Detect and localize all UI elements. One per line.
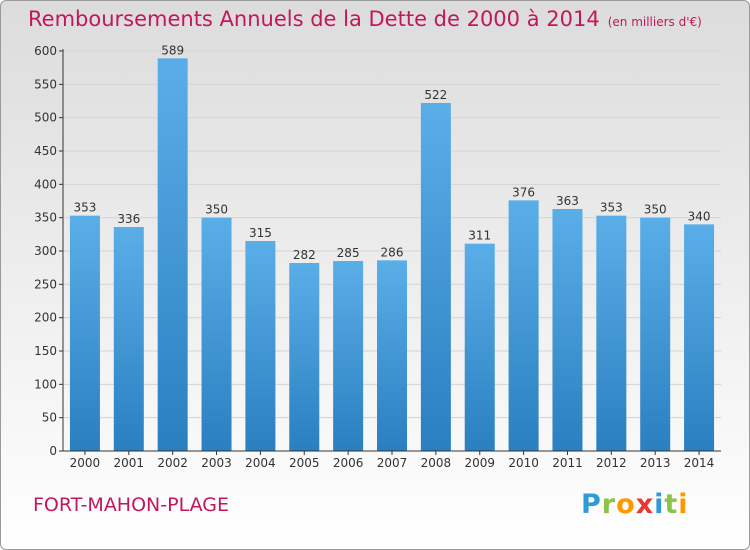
y-tick-label: 500 (34, 111, 57, 125)
bar-layer (69, 58, 715, 451)
x-tick-label: 2001 (114, 456, 145, 470)
y-tick-label: 600 (34, 44, 57, 58)
bar-2007 (377, 260, 407, 451)
value-label: 315 (249, 226, 272, 240)
y-tick-label: 0 (49, 444, 57, 458)
y-tick-label: 100 (34, 377, 57, 391)
x-tick-label: 2011 (552, 456, 583, 470)
y-tick-label: 550 (34, 77, 57, 91)
x-tick-label: 2012 (596, 456, 627, 470)
bar-2006 (333, 261, 364, 451)
value-label: 285 (337, 246, 360, 260)
value-label: 363 (556, 194, 579, 208)
bar-2000 (69, 215, 100, 451)
title-line: Remboursements Annuels de la Dette de 20… (28, 7, 702, 31)
value-label: 311 (468, 229, 491, 243)
bar-2003 (201, 217, 232, 451)
x-tick-label: 2008 (421, 456, 452, 470)
bar-2011 (552, 209, 583, 451)
x-tick-label: 2013 (640, 456, 671, 470)
y-tick-label: 400 (34, 177, 57, 191)
bar-2001 (113, 227, 144, 451)
bar-2005 (289, 263, 320, 451)
brand-letter: i (678, 489, 689, 520)
brand-letter: P (581, 489, 602, 520)
y-tick-label: 250 (34, 277, 57, 291)
value-label: 522 (424, 88, 447, 102)
bar-2014 (684, 224, 715, 451)
value-label: 282 (293, 248, 316, 262)
bar-2010 (508, 200, 539, 451)
x-tick-label: 2014 (684, 456, 715, 470)
x-tick-label: 2003 (201, 456, 232, 470)
brand-logo: Proxiti (581, 489, 689, 520)
x-tick-label: 2005 (289, 456, 320, 470)
city-name: FORT-MAHON-PLAGE (33, 494, 229, 516)
y-tick-label: 450 (34, 144, 57, 158)
x-tick-label: 2004 (245, 456, 276, 470)
bar-2013 (640, 217, 671, 451)
x-tick-label: 2002 (157, 456, 188, 470)
value-label: 340 (688, 209, 711, 223)
x-tick-label: 2000 (70, 456, 101, 470)
x-tick-label: 2009 (464, 456, 495, 470)
brand-letter: x (635, 489, 655, 520)
brand-letter: t (664, 489, 679, 520)
value-label: 350 (205, 203, 228, 217)
x-tick-label: 2007 (377, 456, 408, 470)
value-label: 376 (512, 185, 535, 199)
y-tick-label: 350 (34, 211, 57, 225)
label-layer: 353 336 589 350 315 282 285 286 522 311 376 363 353 3… (73, 43, 710, 262)
value-label: 353 (73, 201, 96, 215)
y-tick-label: 200 (34, 311, 57, 325)
y-tick-label: 50 (42, 411, 57, 425)
brand-letter: r (601, 489, 617, 520)
chart-subtitle: (en milliers d'€) (607, 15, 702, 29)
bar-2002 (157, 58, 188, 451)
x-tick-label: 2006 (333, 456, 364, 470)
value-label: 350 (644, 203, 667, 217)
chart-title: Remboursements Annuels de la Dette de 20… (28, 7, 600, 31)
bar-2009 (464, 243, 495, 451)
brand-letter: o (616, 489, 636, 520)
x-tick-label: 2010 (508, 456, 539, 470)
value-label: 353 (600, 201, 623, 215)
brand-letter: i (654, 489, 665, 520)
bar-2012 (596, 215, 627, 451)
value-label: 286 (381, 245, 404, 259)
y-tick-label: 300 (34, 244, 57, 258)
bar-2008 (420, 103, 451, 451)
bar-2004 (245, 241, 276, 451)
y-tick-label: 150 (34, 344, 57, 358)
value-label: 589 (161, 43, 184, 57)
axis-layer: 0 50 100 150 200 250 300 350 400 450 500 550 600 2000… (34, 44, 721, 470)
value-label: 336 (117, 212, 140, 226)
